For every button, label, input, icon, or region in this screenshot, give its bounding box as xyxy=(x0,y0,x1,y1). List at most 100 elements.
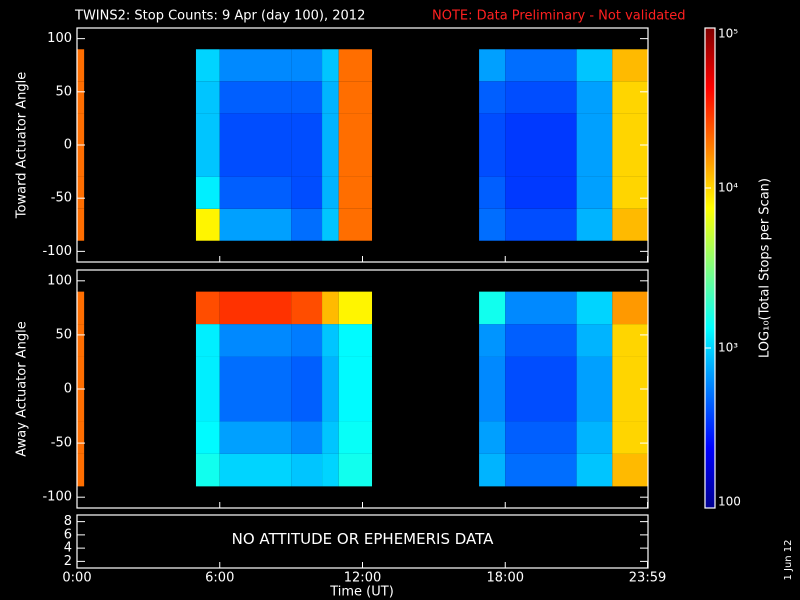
y-tick-label: 50 xyxy=(55,84,72,99)
heat-cell xyxy=(338,49,373,82)
heat-cell xyxy=(479,421,506,454)
heat-cell xyxy=(576,421,613,454)
heat-cell xyxy=(479,81,506,114)
heat-cell xyxy=(612,453,648,487)
heat-cell xyxy=(219,356,292,422)
heat-cell xyxy=(576,291,613,325)
heat-cell xyxy=(195,291,220,325)
heat-cell xyxy=(505,81,577,114)
heat-cell xyxy=(479,113,506,177)
colorbar-tick-label: 100 xyxy=(718,495,741,509)
heat-cell xyxy=(219,324,292,357)
heat-cell xyxy=(291,356,323,422)
y-tick-label: -100 xyxy=(42,490,72,505)
y-tick-label: -50 xyxy=(51,191,72,206)
heat-cell xyxy=(505,291,577,325)
y-tick-label: 0 xyxy=(64,382,72,397)
heat-cell xyxy=(322,113,339,177)
x-axis-label: Time (UT) xyxy=(329,585,394,600)
heat-cell xyxy=(479,324,506,357)
heat-cell xyxy=(576,49,613,82)
heat-cell xyxy=(576,81,613,114)
heat-cell xyxy=(291,208,323,241)
heat-cell xyxy=(576,453,613,487)
heat-cell xyxy=(219,208,292,241)
y-tick-label: -100 xyxy=(42,244,72,259)
heat-cell xyxy=(322,421,339,454)
heat-cell xyxy=(195,324,220,357)
heat-cell xyxy=(322,208,339,241)
heat-cell xyxy=(338,356,373,422)
heat-cell xyxy=(576,208,613,241)
heat-cell xyxy=(612,208,648,241)
heat-cell xyxy=(195,453,220,487)
heat-cell xyxy=(479,356,506,422)
y-tick-label: 50 xyxy=(55,327,72,342)
heat-cell xyxy=(322,453,339,487)
y-tick-label: 4 xyxy=(64,541,72,556)
heat-cell xyxy=(77,421,85,454)
title: TWINS2: Stop Counts: 9 Apr (day 100), 20… xyxy=(74,9,365,24)
heat-cell xyxy=(338,291,373,325)
heat-cell xyxy=(195,176,220,209)
heat-cell xyxy=(322,356,339,422)
heat-cell xyxy=(612,176,648,209)
heat-cell xyxy=(291,453,323,487)
y-tick-label: -50 xyxy=(51,436,72,451)
heat-cell xyxy=(77,453,85,487)
heat-cell xyxy=(338,81,373,114)
heat-cell xyxy=(576,176,613,209)
heat-cell xyxy=(338,453,373,487)
heat-cell xyxy=(338,421,373,454)
x-tick-label: 0:00 xyxy=(62,571,91,586)
heat-cell xyxy=(338,176,373,209)
heat-cell xyxy=(338,324,373,357)
heat-cell xyxy=(291,324,323,357)
heat-cell xyxy=(479,291,506,325)
note: NOTE: Data Preliminary - Not validated xyxy=(432,9,686,24)
heat-cell xyxy=(77,81,85,114)
y-axis-label: Away Actuator Angle xyxy=(15,321,30,456)
heat-cell xyxy=(322,324,339,357)
x-tick-label: 18:00 xyxy=(487,571,524,586)
heat-cell xyxy=(612,81,648,114)
y-tick-label: 100 xyxy=(47,31,72,46)
colorbar-tick-label: 10³ xyxy=(718,341,738,355)
heat-cell xyxy=(612,49,648,82)
heat-cell xyxy=(195,356,220,422)
heat-cell xyxy=(479,208,506,241)
heat-cell xyxy=(77,291,85,325)
y-tick-label: 6 xyxy=(64,527,72,542)
colorbar-tick-label: 10⁴ xyxy=(718,181,738,195)
heat-cell xyxy=(291,81,323,114)
heat-cell xyxy=(338,208,373,241)
heat-cell xyxy=(77,176,85,209)
heat-cell xyxy=(576,113,613,177)
heat-cell xyxy=(612,324,648,357)
heat-cell xyxy=(505,453,577,487)
heat-cell xyxy=(505,324,577,357)
x-tick-label: 23:59 xyxy=(629,571,666,586)
heat-cell xyxy=(195,421,220,454)
x-tick-label: 12:00 xyxy=(344,571,381,586)
heat-cell xyxy=(219,81,292,114)
heat-cell xyxy=(219,176,292,209)
heat-cell xyxy=(576,356,613,422)
y-axis-label: Toward Actuator Angle xyxy=(15,72,30,219)
heat-cell xyxy=(322,291,339,325)
heat-cell xyxy=(195,81,220,114)
heat-cell xyxy=(291,421,323,454)
heat-cell xyxy=(195,208,220,241)
heat-cell xyxy=(219,421,292,454)
y-tick-label: 0 xyxy=(64,138,72,153)
footer-date: 1 Jun 12 xyxy=(783,539,794,580)
heat-cell xyxy=(505,208,577,241)
colorbar-label: LOG₁₀(Total Stops per Scan) xyxy=(758,178,773,358)
heat-cell xyxy=(77,324,85,357)
heat-cell xyxy=(479,453,506,487)
y-tick-label: 100 xyxy=(47,273,72,288)
heat-cell xyxy=(291,49,323,82)
heat-cell xyxy=(219,49,292,82)
x-tick-label: 6:00 xyxy=(205,571,234,586)
heat-cell xyxy=(77,208,85,241)
